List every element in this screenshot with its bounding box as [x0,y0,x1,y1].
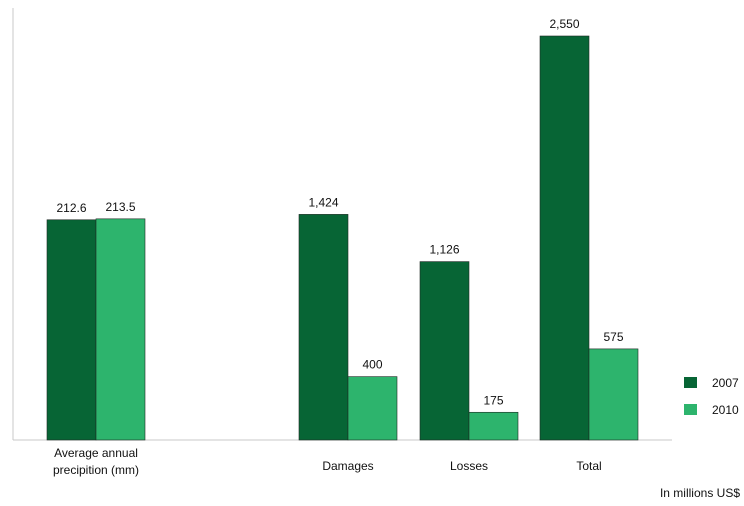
bar-damages-2010 [347,376,398,441]
category-label-losses: Losses [450,459,488,473]
legend: 2007 2010 [684,376,739,417]
bars [46,35,639,441]
value-label-losses-2007: 1,126 [429,243,459,257]
legend-label-2010: 2010 [712,403,739,417]
category-label-damages: Damages [322,459,373,473]
bar-losses-2010 [468,411,519,441]
bar-total-2010 [588,348,639,441]
bar-total-2007 [539,35,590,441]
bar-damages-2007 [298,214,349,441]
value-label-total-2010: 575 [603,330,623,344]
value-label-average-annual-precipition-mm-2007: 212.6 [56,201,86,215]
value-labels: 212.6 213.5 1,424 400 1,126 175 2,550 575 [56,17,623,407]
legend-swatch-2007 [684,377,697,388]
value-label-damages-2010: 400 [362,358,382,372]
value-label-average-annual-precipition-mm-2010: 213.5 [105,200,135,214]
legend-label-2007: 2007 [712,376,739,390]
bar-losses-2007 [419,261,470,441]
category-label-total: Total [576,459,601,473]
units-note: In millions US$ [660,486,740,500]
bar-average-annual-precipition-mm-2007 [46,219,97,441]
value-label-losses-2010: 175 [483,393,503,407]
legend-swatch-2010 [684,404,697,415]
value-label-total-2007: 2,550 [549,17,579,31]
category-label-average-annual-precipition-mm: Average annual precipition (mm) [53,446,139,477]
value-label-damages-2007: 1,424 [308,195,338,209]
bar-average-annual-precipition-mm-2010 [95,218,146,441]
category-labels: Average annual precipition (mm) Damages Los… [53,446,602,477]
